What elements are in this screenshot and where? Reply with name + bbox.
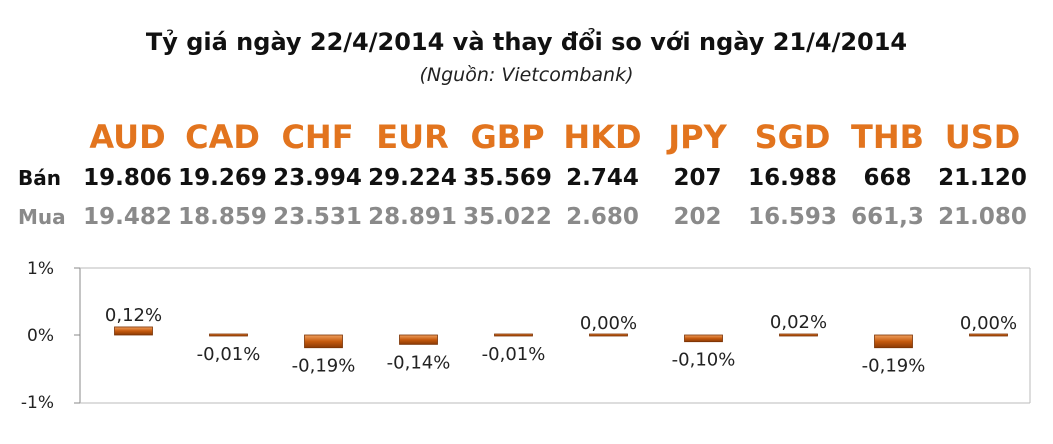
sell-rate: 21.120 [938, 165, 1027, 191]
buy-row-label: Mua [18, 205, 66, 229]
data-label: -0,01% [197, 344, 261, 365]
data-label: 0,12% [105, 305, 162, 326]
buy-rate: 2.680 [566, 204, 639, 230]
bar [304, 334, 343, 349]
sell-rate: 29.224 [368, 165, 457, 191]
data-label: -0,14% [387, 352, 451, 373]
buy-rate: 21.080 [938, 204, 1027, 230]
currency-code: HKD [563, 118, 642, 156]
chart-title: Tỷ giá ngày 22/4/2014 và thay đổi so với… [145, 28, 908, 56]
buy-rate: 18.859 [178, 204, 267, 230]
buy-rate: 19.482 [83, 204, 172, 230]
buy-rate: 28.891 [368, 204, 457, 230]
sell-rate: 207 [673, 165, 722, 191]
bar [494, 333, 533, 337]
data-label: 0,00% [580, 313, 637, 334]
y-tick-label: 0% [27, 326, 54, 346]
y-tick-label: -1% [21, 393, 54, 413]
currency-code: AUD [89, 118, 166, 156]
currency-code: THB [851, 118, 924, 156]
currency-code: USD [944, 118, 1021, 156]
data-label: -0,10% [672, 350, 736, 371]
data-label: -0,01% [482, 344, 546, 365]
currency-code: SGD [754, 118, 831, 156]
sell-rate: 16.988 [748, 165, 837, 191]
bar [209, 333, 248, 337]
currency-code: JPY [668, 118, 727, 156]
sell-rate: 19.806 [83, 165, 172, 191]
bar [779, 333, 818, 337]
sell-rate: 19.269 [178, 165, 267, 191]
bar [114, 326, 153, 336]
currency-code: EUR [376, 118, 449, 156]
sell-rate: 35.569 [463, 165, 552, 191]
bar [684, 334, 723, 343]
bar [399, 334, 438, 345]
data-label: -0,19% [292, 356, 356, 377]
sell-row-label: Bán [18, 166, 61, 190]
data-label: -0,19% [862, 356, 926, 377]
buy-rate: 16.593 [748, 204, 837, 230]
data-label: 0,00% [960, 313, 1017, 334]
currency-code: GBP [470, 118, 545, 156]
sell-rate: 23.994 [273, 165, 362, 191]
currency-code: CHF [281, 118, 354, 156]
buy-rate: 23.531 [273, 204, 362, 230]
y-tick-label: 1% [27, 259, 54, 279]
bar [589, 333, 628, 337]
buy-rate: 661,3 [851, 204, 924, 230]
chart-subtitle: (Nguồn: Vietcombank) [419, 64, 634, 86]
bar [874, 334, 913, 349]
buy-rate: 202 [673, 204, 722, 230]
sell-rate: 2.744 [566, 165, 639, 191]
buy-rate: 35.022 [463, 204, 552, 230]
bar [969, 333, 1008, 337]
sell-rate: 668 [863, 165, 912, 191]
currency-code: CAD [185, 118, 260, 156]
data-label: 0,02% [770, 312, 827, 333]
